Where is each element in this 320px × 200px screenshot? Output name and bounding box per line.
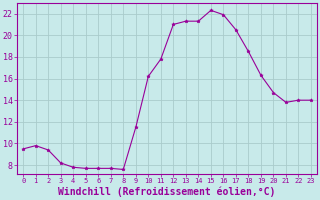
X-axis label: Windchill (Refroidissement éolien,°C): Windchill (Refroidissement éolien,°C) [58, 187, 276, 197]
